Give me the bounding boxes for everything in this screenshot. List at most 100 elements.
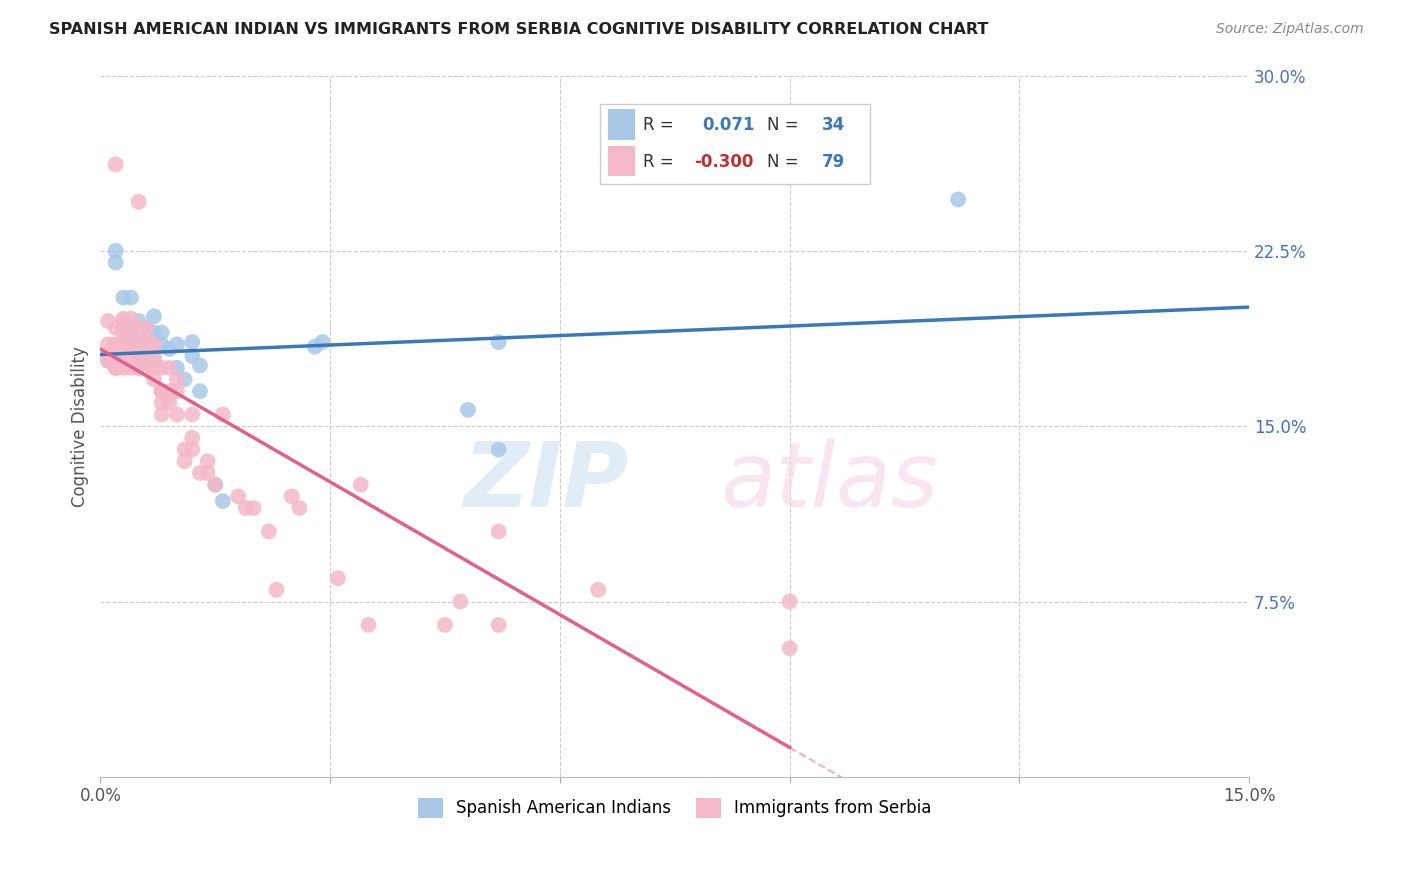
Point: [135, 349, 157, 363]
Point: [97, 314, 120, 328]
Point: [166, 337, 188, 351]
Point: [188, 384, 211, 398]
Point: [235, 501, 257, 516]
Point: [128, 360, 150, 375]
Point: [188, 466, 211, 480]
Point: [449, 594, 471, 608]
Point: [204, 477, 226, 491]
Point: [157, 384, 180, 398]
Point: [120, 326, 142, 340]
Point: [135, 337, 157, 351]
Point: [135, 333, 157, 347]
Point: [779, 594, 801, 608]
Point: [104, 349, 127, 363]
Point: [143, 372, 166, 386]
Point: [350, 477, 373, 491]
Point: [143, 337, 166, 351]
Point: [112, 291, 135, 305]
Point: [128, 344, 150, 359]
Point: [288, 501, 311, 516]
Point: [120, 337, 142, 351]
Point: [97, 337, 120, 351]
Legend: Spanish American Indians, Immigrants from Serbia: Spanish American Indians, Immigrants fro…: [411, 791, 938, 824]
Point: [104, 244, 127, 258]
Point: [104, 337, 127, 351]
Point: [135, 321, 157, 335]
Point: [326, 571, 349, 585]
Point: [157, 389, 180, 403]
Point: [143, 353, 166, 368]
Point: [143, 326, 166, 340]
Point: [212, 494, 235, 508]
Point: [120, 337, 142, 351]
Point: [104, 321, 127, 335]
Point: [150, 360, 173, 375]
Point: [173, 454, 195, 468]
Point: [112, 311, 135, 326]
Point: [104, 255, 127, 269]
Point: [173, 372, 195, 386]
Point: [242, 501, 264, 516]
Point: [120, 311, 142, 326]
Point: [181, 442, 204, 457]
Point: [97, 349, 120, 363]
Point: [212, 408, 235, 422]
Point: [112, 314, 135, 328]
Point: [97, 353, 120, 368]
Point: [120, 349, 142, 363]
Point: [157, 396, 180, 410]
Point: [135, 360, 157, 375]
Point: [257, 524, 280, 539]
Point: [128, 321, 150, 335]
Point: [166, 384, 188, 398]
Point: [181, 334, 204, 349]
Point: [112, 349, 135, 363]
Point: [143, 360, 166, 375]
Point: [135, 334, 157, 349]
Point: [104, 360, 127, 375]
Point: [104, 337, 127, 351]
Point: [104, 157, 127, 171]
Point: [120, 330, 142, 344]
Point: [112, 337, 135, 351]
Point: [104, 360, 127, 375]
Point: [150, 384, 173, 398]
Point: [281, 489, 304, 503]
Point: [204, 477, 226, 491]
Point: [226, 489, 249, 503]
Point: [150, 384, 173, 398]
Text: Source: ZipAtlas.com: Source: ZipAtlas.com: [1216, 22, 1364, 37]
Point: [135, 321, 157, 335]
Text: atlas: atlas: [721, 438, 939, 526]
Point: [488, 524, 510, 539]
Point: [311, 334, 333, 349]
Point: [150, 396, 173, 410]
Point: [166, 372, 188, 386]
Point: [128, 337, 150, 351]
Point: [112, 326, 135, 340]
Point: [128, 360, 150, 375]
Point: [143, 310, 166, 324]
Point: [150, 326, 173, 340]
Point: [197, 466, 219, 480]
Point: [181, 349, 204, 363]
Point: [586, 582, 609, 597]
Point: [779, 641, 801, 656]
Point: [143, 349, 166, 363]
Point: [173, 442, 195, 457]
Point: [488, 618, 510, 632]
Point: [188, 359, 211, 373]
Point: [946, 193, 969, 207]
Point: [128, 194, 150, 209]
Text: ZIP: ZIP: [464, 438, 628, 526]
Point: [181, 408, 204, 422]
Point: [488, 334, 510, 349]
Point: [433, 618, 456, 632]
Point: [112, 334, 135, 349]
Point: [304, 340, 326, 354]
Point: [197, 454, 219, 468]
Point: [357, 618, 380, 632]
Point: [150, 408, 173, 422]
Point: [112, 360, 135, 375]
Point: [266, 582, 288, 597]
